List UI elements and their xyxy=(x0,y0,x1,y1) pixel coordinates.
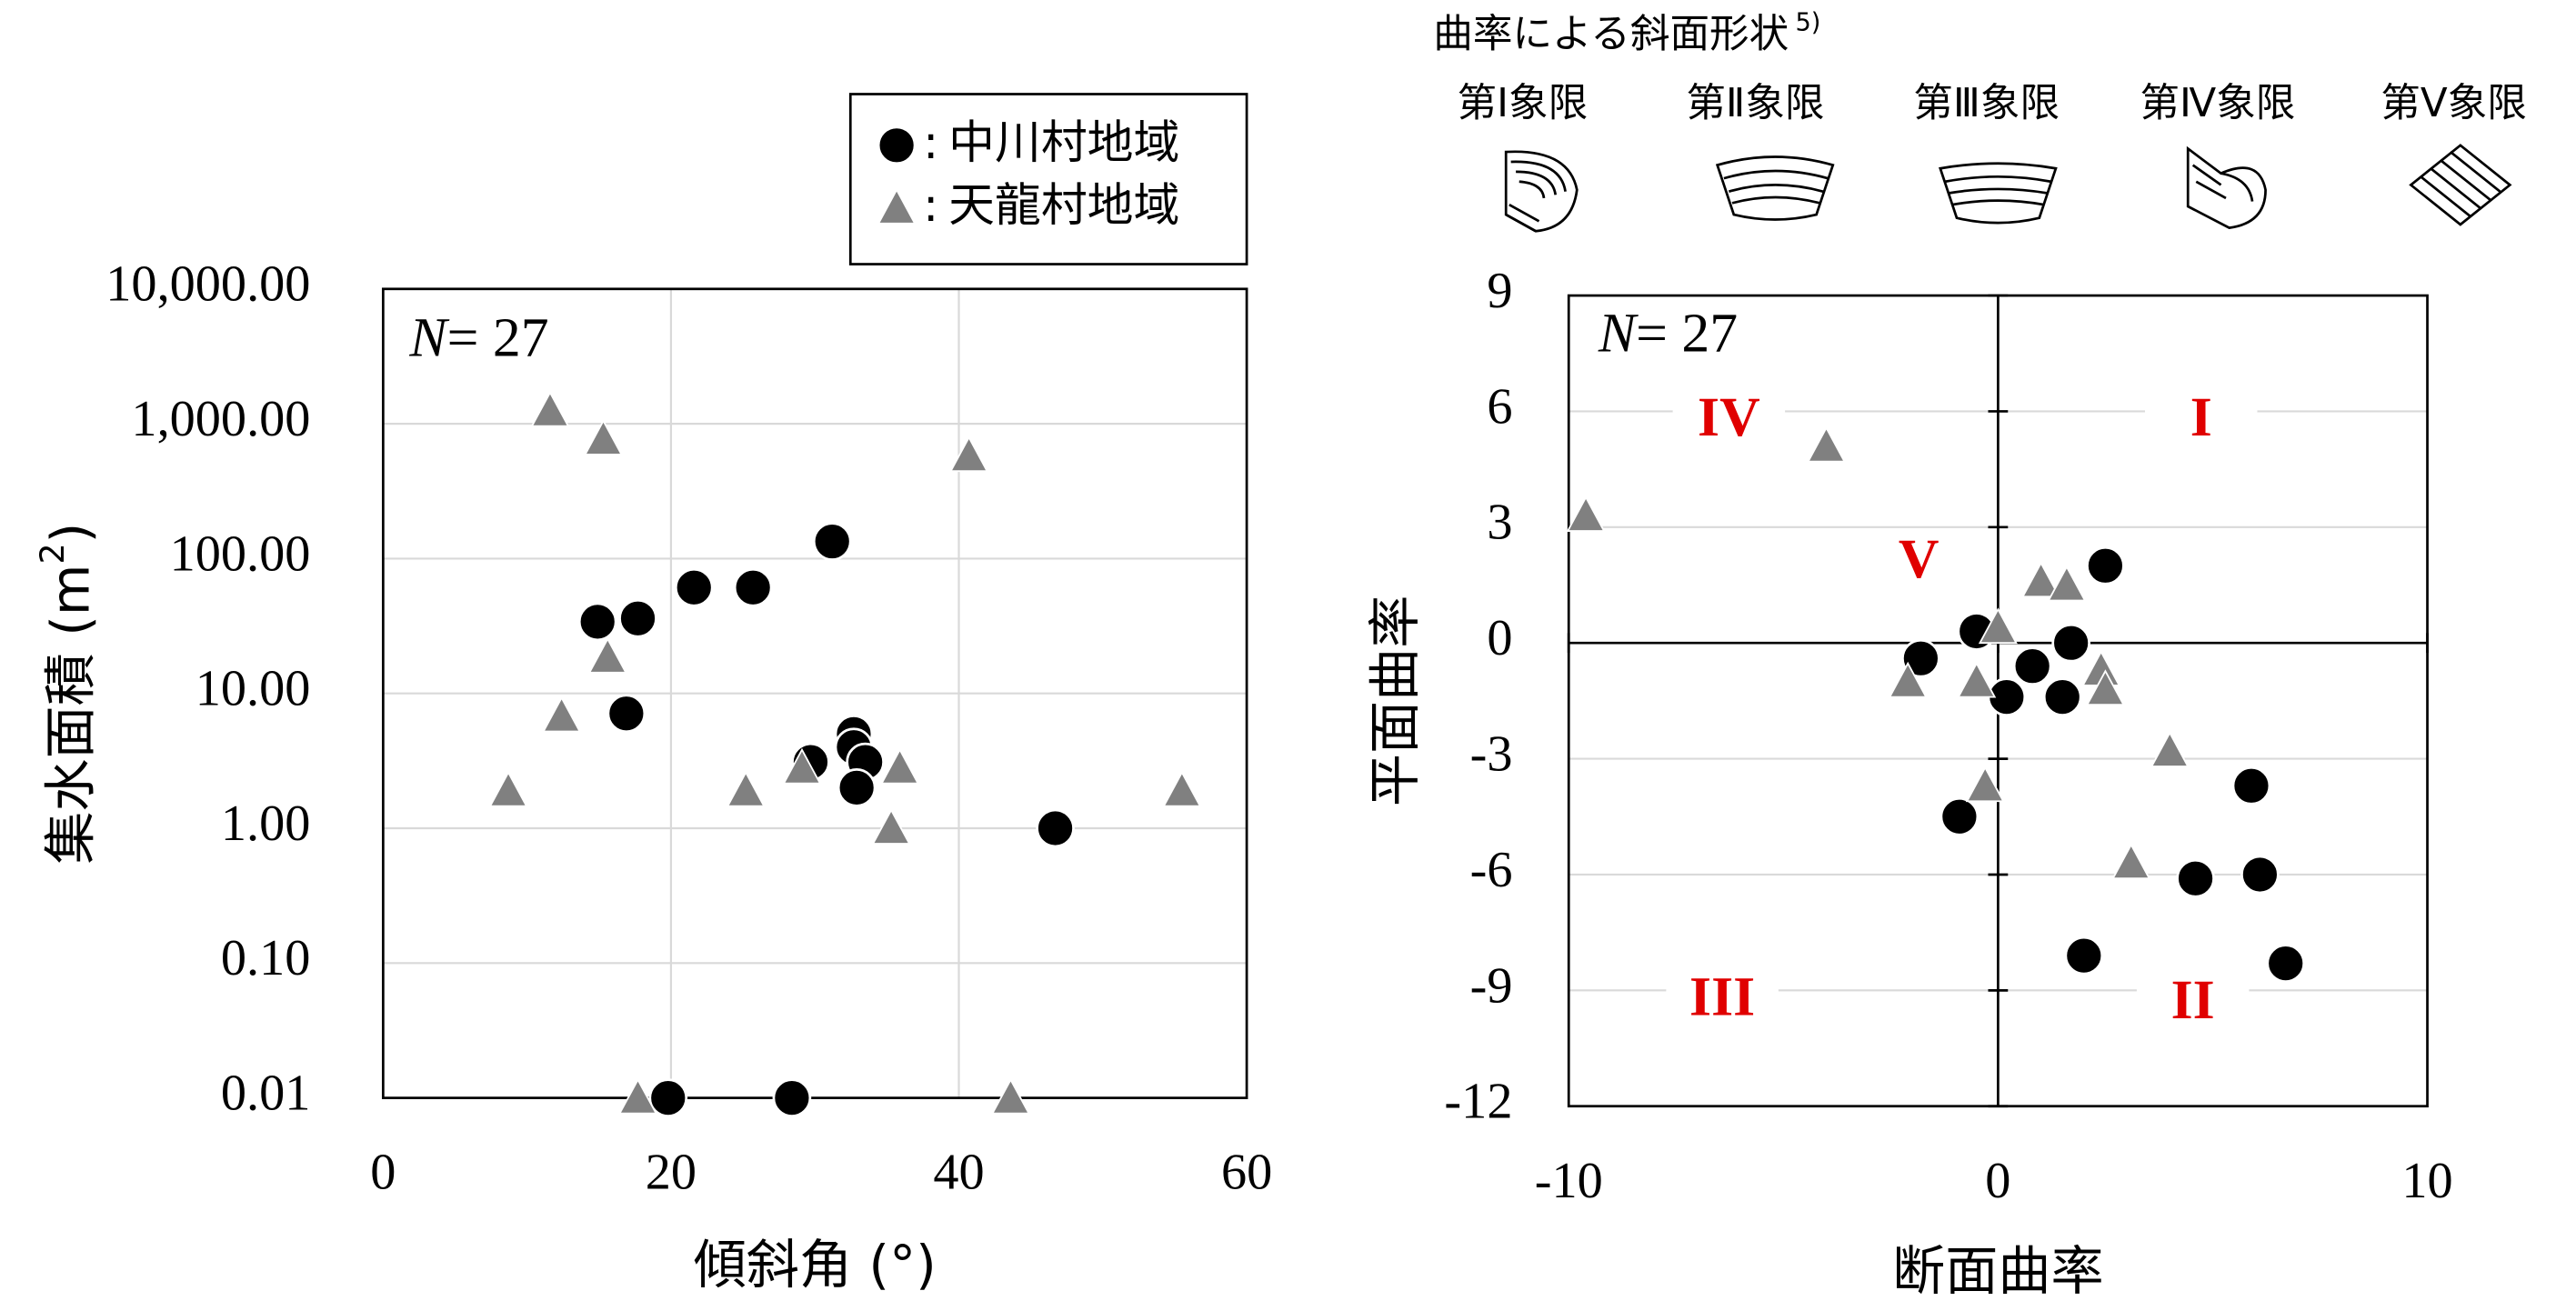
y-tick-label: 10,000.00 xyxy=(105,256,310,313)
quadrant-label: V xyxy=(1899,528,1940,590)
y-tick-label: -9 xyxy=(1470,957,1513,1014)
annotation: N= 27 xyxy=(408,307,548,369)
y-axis-label-text: 平面曲率 xyxy=(1364,595,1426,806)
legend-label: 中川村地域 xyxy=(948,115,1179,169)
point xyxy=(814,524,850,560)
legend-marker xyxy=(878,127,915,164)
shape-icon xyxy=(2188,148,2265,227)
x-tick-label: 0 xyxy=(1985,1153,2010,1209)
point xyxy=(1941,798,1978,835)
y-tick-label: 0 xyxy=(1487,610,1512,666)
legend-text: :天龍村地域 xyxy=(923,178,1179,232)
point xyxy=(735,569,771,605)
annotation-symbol: N xyxy=(408,307,450,369)
y-tick-label: 100.00 xyxy=(170,525,311,582)
y-axis-label-end: ) xyxy=(40,523,102,544)
y-tick-label: 0.01 xyxy=(221,1066,311,1122)
legend-text: :中川村地域 xyxy=(923,115,1179,169)
y-tick-label: 1,000.00 xyxy=(131,391,310,447)
quadrant-label: III xyxy=(1689,966,1755,1027)
y-tick-label: -6 xyxy=(1470,842,1513,898)
y-tick-label: 9 xyxy=(1487,263,1512,319)
point xyxy=(838,769,875,806)
y-axis-label: 平面曲率 xyxy=(1364,595,1426,806)
y-tick-label: -3 xyxy=(1470,726,1513,782)
legend-separator: : xyxy=(923,115,938,169)
y-axis-label: 集水面積 (m2) xyxy=(33,523,102,865)
shape-icon xyxy=(1718,157,1833,220)
x-tick-label: 60 xyxy=(1221,1145,1272,1201)
shape-icon xyxy=(2411,145,2510,225)
point xyxy=(608,696,645,732)
quadrant-label: II xyxy=(2171,969,2215,1031)
point xyxy=(2066,937,2102,974)
annotation: N= 27 xyxy=(1598,302,1738,364)
point xyxy=(2053,625,2090,661)
shape-legend-item: 第Ⅴ象限 xyxy=(2381,81,2527,126)
annotation-text: = 27 xyxy=(447,307,549,369)
y-tick-label: -12 xyxy=(1444,1074,1512,1130)
point xyxy=(2087,547,2123,584)
x-tick-label: 0 xyxy=(370,1145,396,1201)
annotation-symbol: N xyxy=(1598,302,1639,364)
y-tick-label: 1.00 xyxy=(221,796,311,852)
y-axis-label-text: 集水面積 (m xyxy=(40,565,102,865)
point xyxy=(579,604,616,640)
x-tick-label: 10 xyxy=(2401,1153,2452,1209)
shape-legend-title-sup: 5) xyxy=(1795,8,1820,36)
y-tick-label: 6 xyxy=(1487,378,1512,435)
point xyxy=(2178,860,2214,896)
shape-legend-item: 第Ⅰ象限 xyxy=(1458,81,1589,126)
quadrant-label: I xyxy=(2190,386,2212,448)
point xyxy=(676,569,712,605)
y-tick-label: 3 xyxy=(1487,495,1512,551)
figure: 10,000.00 1,000.00 100.00 10.00 1.00 0.10 0.01… xyxy=(0,0,2576,1301)
y-tick-label: 10.00 xyxy=(195,661,311,717)
point xyxy=(2241,856,2278,893)
shape-legend-item: 第Ⅳ象限 xyxy=(2140,81,2295,126)
point xyxy=(1037,810,1074,846)
x-tick-label: 40 xyxy=(933,1145,984,1201)
legend-label: 天龍村地域 xyxy=(948,178,1179,232)
y-tick-label: 0.10 xyxy=(221,930,311,986)
x-axis-label: 傾斜角 (°) xyxy=(694,1234,937,1296)
point xyxy=(2268,946,2304,982)
point xyxy=(2233,767,2270,804)
legend-separator: : xyxy=(923,178,938,232)
x-tick-label: 20 xyxy=(646,1145,697,1201)
x-tick-label: -10 xyxy=(1535,1153,1603,1209)
shape-legend-item: 第Ⅲ象限 xyxy=(1913,81,2060,126)
shape-legend-title-text: 曲率による斜面形状 xyxy=(1433,12,1789,57)
point xyxy=(620,600,657,636)
shape-icon xyxy=(1506,152,1577,231)
page: 10,000.00 1,000.00 100.00 10.00 1.00 0.10 0.01… xyxy=(0,0,2576,1301)
x-axis-label: 断面曲率 xyxy=(1892,1240,2103,1301)
shape-icons xyxy=(1506,145,2510,231)
point xyxy=(2044,679,2080,716)
point xyxy=(774,1080,810,1116)
point xyxy=(2014,648,2050,685)
quadrant-label: IV xyxy=(1698,386,1760,448)
annotation-text: = 27 xyxy=(1636,302,1738,364)
shape-icon xyxy=(1940,164,2056,223)
shape-legend-item: 第Ⅱ象限 xyxy=(1686,81,1824,126)
y-axis-label-sup: 2 xyxy=(33,543,72,564)
